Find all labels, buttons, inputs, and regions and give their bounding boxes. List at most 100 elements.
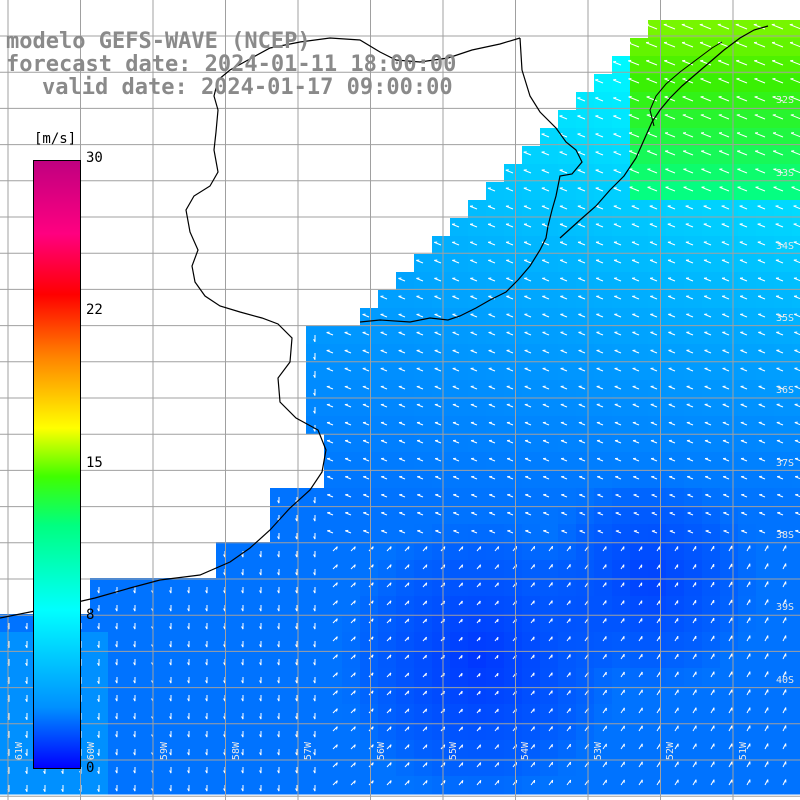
wind-arrow-head <box>277 626 280 630</box>
wind-arrow-head <box>259 680 262 684</box>
wind-cell <box>414 308 433 327</box>
wind-arrow <box>722 349 730 354</box>
wind-arrow <box>596 349 604 354</box>
wind-cell <box>414 542 433 561</box>
wind-arrow-head <box>461 546 464 550</box>
wind-arrow-head <box>389 708 392 712</box>
wind-cell <box>432 398 451 417</box>
wind-cell <box>720 110 739 129</box>
wind-cell <box>468 614 487 633</box>
wind-arrow-head <box>461 708 463 713</box>
wind-arrow <box>740 458 748 462</box>
wind-cell <box>396 578 415 597</box>
wind-arrow-head <box>169 626 172 630</box>
wind-arrow-head <box>115 680 118 684</box>
lat-label: 34S <box>775 241 794 252</box>
wind-arrow-head <box>223 590 226 594</box>
wind-cell <box>684 668 703 687</box>
wind-cell <box>612 200 631 219</box>
wind-arrow-head <box>497 726 499 730</box>
wind-arrow-head <box>461 655 463 659</box>
wind-cell <box>720 200 739 219</box>
wind-arrow <box>628 132 640 138</box>
wind-arrow-head <box>97 770 100 774</box>
wind-arrow <box>772 78 784 84</box>
wind-cell <box>792 56 800 75</box>
wind-cell <box>756 758 775 777</box>
wind-arrow <box>721 295 730 300</box>
wind-cell <box>648 344 667 363</box>
wind-cell <box>720 236 739 255</box>
wind-arrow <box>791 186 800 192</box>
wind-cell <box>630 110 649 129</box>
wind-cell <box>504 398 523 417</box>
wind-arrow <box>686 476 694 480</box>
wind-cell <box>612 164 631 183</box>
wind-cell <box>576 704 595 723</box>
wind-cell <box>756 254 775 273</box>
wind-cell <box>450 506 469 525</box>
wind-arrow <box>452 241 460 246</box>
wind-cell <box>414 686 433 705</box>
wind-arrow <box>754 114 766 120</box>
wind-cell <box>432 272 451 291</box>
wind-arrow <box>736 60 748 66</box>
lat-label: 40S <box>775 675 794 686</box>
wind-arrow <box>559 115 568 120</box>
wind-arrow-head <box>205 716 208 720</box>
wind-arrow <box>646 60 658 66</box>
wind-arrow <box>629 186 640 192</box>
wind-cell <box>324 488 343 507</box>
lon-label: 60W <box>86 742 97 761</box>
wind-arrow <box>542 440 550 444</box>
wind-cell <box>720 164 739 183</box>
wind-cell <box>486 596 505 615</box>
wind-arrow <box>614 331 622 336</box>
wind-cell <box>792 758 800 777</box>
wind-cell <box>648 362 667 381</box>
wind-arrow <box>452 331 460 336</box>
wind-arrow <box>775 205 784 210</box>
wind-cell <box>684 506 703 525</box>
wind-cell <box>594 290 613 309</box>
wind-arrow <box>645 42 658 48</box>
wind-arrow <box>721 277 730 282</box>
wind-cell <box>522 182 541 201</box>
wind-cell <box>702 146 721 165</box>
wind-cell <box>414 740 433 759</box>
wind-arrow <box>434 404 442 408</box>
wind-cell <box>738 380 757 399</box>
wind-arrow <box>758 440 766 444</box>
wind-arrow-head <box>241 788 244 792</box>
wind-cell <box>450 704 469 723</box>
wind-cell <box>756 272 775 291</box>
wind-cell <box>774 200 793 219</box>
wind-cell <box>450 668 469 687</box>
wind-cell <box>360 524 379 543</box>
wind-arrow-head <box>169 788 172 792</box>
wind-cell <box>684 398 703 417</box>
wind-cell <box>504 182 523 201</box>
wind-cell <box>378 416 397 435</box>
wind-cell <box>450 308 469 327</box>
wind-arrow <box>596 295 604 300</box>
wind-cell <box>558 632 577 651</box>
wind-arrow-head <box>295 554 298 558</box>
wind-cell <box>612 614 631 633</box>
wind-cell <box>720 308 739 327</box>
wind-cell <box>558 506 577 525</box>
wind-arrow-head <box>295 590 298 594</box>
wind-cell <box>378 524 397 543</box>
wind-arrow-head <box>336 672 338 676</box>
wind-arrow-head <box>336 564 338 568</box>
wind-arrow-head <box>205 788 208 792</box>
wind-arrow <box>703 205 712 210</box>
wind-arrow <box>488 422 496 426</box>
wind-arrow <box>524 331 532 336</box>
wind-arrow-head <box>425 654 427 659</box>
wind-arrow-head <box>277 644 280 648</box>
wind-cell <box>450 650 469 669</box>
wind-cell <box>630 596 649 615</box>
wind-cell <box>594 110 613 129</box>
